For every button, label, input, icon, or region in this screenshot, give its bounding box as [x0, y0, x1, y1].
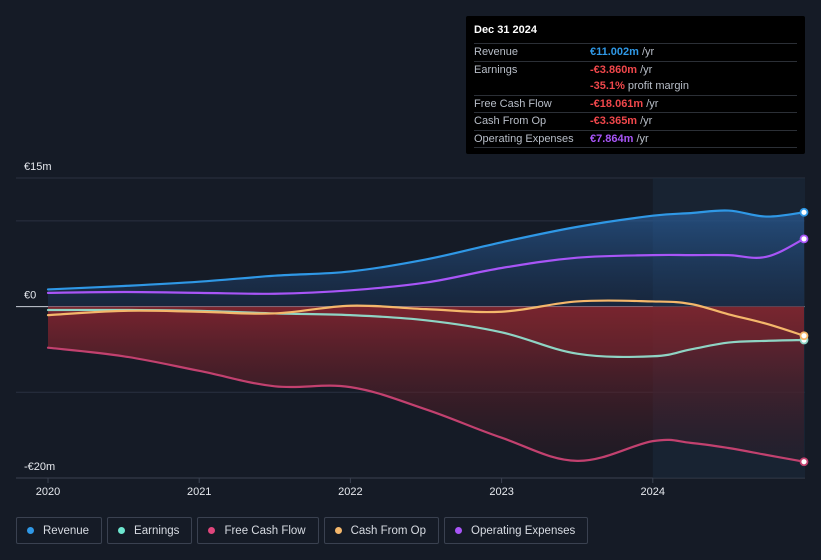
- x-axis: 2020 2021 2022 2023 2024: [36, 478, 665, 498]
- area-earnings: [48, 306, 804, 357]
- legend-dot-icon: [27, 527, 34, 534]
- tooltip-row-operating-expenses: Operating Expenses €7.864m /yr: [474, 129, 797, 148]
- tooltip-row-revenue: Revenue €11.002m /yr: [474, 43, 797, 61]
- legend-dot-icon: [208, 527, 216, 534]
- legend-label: Earnings: [134, 524, 180, 537]
- tooltip-label: Earnings: [474, 63, 518, 76]
- x-tick-label: 2024: [641, 486, 665, 498]
- tooltip-label: Revenue: [474, 46, 519, 59]
- tooltip-unit: /yr: [640, 115, 653, 128]
- legend-dot-icon: [334, 527, 342, 534]
- tooltip-value: -35.1%: [590, 80, 625, 93]
- areas: [48, 210, 804, 462]
- legend-item-operating-expenses[interactable]: Operating Expenses: [444, 517, 589, 544]
- tooltip-row-cash-from-op: Cash From Op -€3.365m /yr: [474, 112, 797, 130]
- tooltip-row-profit-margin: -35.1% profit margin: [474, 78, 797, 95]
- series-endpoint-free-cash-flow: [799, 457, 809, 467]
- series-line-operating-expenses: [46, 237, 806, 295]
- tooltip-unit: /yr: [646, 97, 659, 110]
- lines: [46, 209, 806, 463]
- y-tick-label: -€20m: [24, 461, 55, 473]
- tooltip-value: €11.002m: [590, 46, 639, 59]
- series-line-free-cash-flow: [46, 346, 806, 463]
- x-tick-label: 2023: [489, 486, 513, 498]
- legend-label: Operating Expenses: [471, 524, 576, 537]
- legend-item-cash-from-op[interactable]: Cash From Op: [323, 517, 440, 544]
- tooltip-row-earnings: Earnings -€3.860m /yr: [474, 60, 797, 79]
- area-free-cash-flow: [48, 306, 804, 462]
- legend-item-free-cash-flow[interactable]: Free Cash Flow: [197, 517, 319, 544]
- tooltip-unit: /yr: [640, 63, 653, 76]
- area-revenue: [48, 210, 804, 307]
- tooltip-value: -€3.860m: [590, 63, 638, 76]
- legend-dot-icon: [118, 527, 126, 534]
- series-endpoint-cash-from-op: [799, 331, 809, 341]
- y-tick-label: €0: [24, 290, 36, 302]
- tooltip-date: Dec 31 2024: [474, 24, 537, 36]
- x-tick-label: 2021: [187, 486, 211, 498]
- markers: [799, 207, 809, 467]
- tooltip: Dec 31 2024 Revenue €11.002m /yr Earning…: [466, 16, 805, 154]
- legend-item-revenue[interactable]: Revenue: [16, 517, 103, 544]
- x-tick-label: 2022: [338, 486, 362, 498]
- legend-label: Revenue: [43, 524, 90, 537]
- legend: Revenue Earnings Free Cash Flow Cash Fro…: [16, 517, 593, 546]
- tooltip-value: -€18.061m: [590, 97, 644, 110]
- legend-label: Free Cash Flow: [224, 524, 306, 537]
- legend-label: Cash From Op: [350, 524, 427, 537]
- series-line-revenue: [46, 209, 806, 291]
- tooltip-row-free-cash-flow: Free Cash Flow -€18.061m /yr: [474, 94, 797, 113]
- series-endpoint-revenue: [799, 207, 809, 217]
- legend-item-earnings[interactable]: Earnings: [107, 517, 193, 544]
- series-endpoint-operating-expenses: [799, 234, 809, 244]
- tooltip-value: €7.864m: [590, 132, 634, 145]
- tooltip-label: Operating Expenses: [474, 132, 574, 145]
- tooltip-value: -€3.365m: [590, 115, 638, 128]
- legend-dot-icon: [455, 527, 463, 534]
- tooltip-unit: /yr: [641, 46, 655, 59]
- tooltip-unit: profit margin: [627, 80, 689, 93]
- tooltip-label: Cash From Op: [474, 115, 547, 128]
- x-tick-label: 2020: [36, 486, 60, 498]
- series-line-cash-from-op: [46, 299, 806, 337]
- tooltip-unit: /yr: [636, 132, 649, 145]
- y-tick-label: €15m: [24, 161, 52, 173]
- tooltip-label: Free Cash Flow: [474, 97, 552, 110]
- y-axis: €15m €0 -€20m: [24, 161, 55, 473]
